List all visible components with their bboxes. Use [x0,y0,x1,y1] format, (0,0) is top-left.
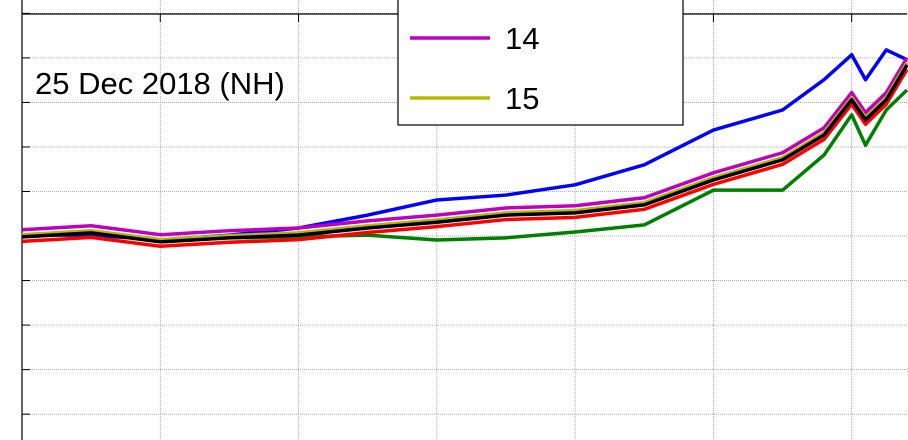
legend: 14 15 [397,0,684,126]
legend-label: 15 [505,81,539,116]
legend-label: 14 [505,21,539,56]
series-line [21,64,908,244]
series-line [21,56,908,237]
annotation: 25 Dec 2018 (NH) [35,66,285,101]
legend-box [397,0,684,126]
series-line [21,68,908,249]
